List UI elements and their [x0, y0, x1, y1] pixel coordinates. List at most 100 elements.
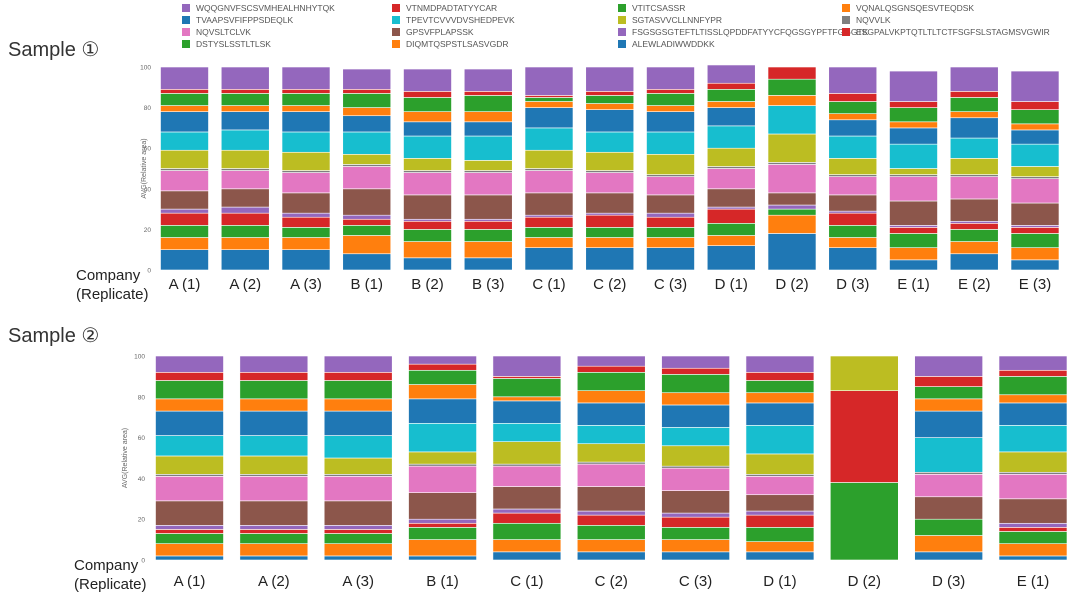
bar-stack-b-1 — [342, 68, 392, 271]
bar-segment-gpsvfplapssk — [160, 190, 209, 210]
bar-segment-gpsvfplapssk — [220, 188, 270, 208]
legend-label: TPEVTCVVVDVSHEDPEVK — [406, 15, 515, 25]
bar-segment-nqvsltclvk — [828, 176, 878, 196]
bar-segment-alewladiwwddkk — [828, 247, 878, 271]
bar-segment-sgtasvvcllnnfypr — [463, 160, 513, 171]
x-tick-label-a-1: A (1) — [169, 276, 201, 293]
legend-swatch — [842, 28, 850, 36]
bar-segment-alewladiwwddkk — [646, 247, 695, 271]
bar-segment-sgtasvvcllnnfypr — [745, 453, 815, 475]
bar-segment-nqvvlk — [646, 174, 695, 177]
legend-label: ALEWLADIWWDDKK — [632, 39, 715, 49]
x-tick-label-a-2: A (2) — [258, 573, 290, 590]
bar-segment-vtnmdpadtatyycar — [889, 101, 938, 108]
bar-segment-gpsvfplapssk — [342, 188, 392, 216]
bar-segment-nqvvlk — [492, 463, 562, 467]
bar-segment-vqnalqsgnsqesvteqdsk — [323, 398, 393, 412]
bar-stack-d-2 — [767, 66, 817, 271]
bar-segment-nqvsltclvk — [576, 463, 646, 487]
bar-segment-nqvvlk — [828, 174, 878, 177]
bar-segment-sgtasvvcllnnfypr — [281, 151, 331, 171]
bar-segment-sgtasvvcllnnfypr — [998, 451, 1068, 473]
bar-segment-sgtasvvcllnnfypr — [829, 355, 899, 391]
legend-label: VTNMDPADTATYYCAR — [406, 3, 497, 13]
bar-segment-diqmtqspstlsasvgdr — [828, 237, 878, 248]
bar-segment-nqvsltclvk — [160, 170, 209, 192]
bar-segment-esgpalvkptqtltltctfsgfslstagmsvgwir — [403, 220, 452, 230]
bar-segment-vqnalqsgnsqesvteqdsk — [914, 398, 983, 412]
sample-2-chart: Sample ② AVG(Relative area) 0 20 40 60 80 100 A … — [8, 325, 1068, 593]
x-tick-label-b-1: B (1) — [426, 573, 459, 590]
bar-segment-vtnmdpadtatyycar — [281, 89, 331, 94]
bar-segment-alewladiwwddkk — [463, 257, 513, 271]
legend-swatch — [618, 16, 626, 24]
bar-stack-d-1 — [745, 355, 815, 561]
bar-segment-esgpalvkptqtltltctfsgfslstagmsvgwir — [524, 216, 574, 228]
bar-segment-gpsvfplapssk — [576, 486, 646, 512]
bar-segment-diqmtqspstlsasvgdr — [492, 539, 562, 553]
bar-segment-gpsvfplapssk — [706, 188, 756, 208]
bar-segment-fsgsgsgteftltisslqpddfatyycfqgsgypftfgggtk — [828, 210, 878, 214]
bar-segment-esgpalvkptqtltltctfsgfslstagmsvgwir — [220, 212, 270, 226]
bar-segment-tpevtcvvvdvshedpevk — [706, 125, 756, 149]
bar-segment-alewladiwwddkk — [342, 253, 392, 271]
bar-stack-a-2 — [239, 355, 309, 561]
x-tick-label-b-2: B (2) — [411, 276, 444, 293]
bar-segment-dstyslsstltlsk — [403, 229, 452, 242]
bar-segment-sgtasvvcllnnfypr — [403, 158, 452, 171]
x-axis-label-line-2: (Replicate) — [74, 576, 147, 593]
bar-segment-dstyslsstltlsk — [342, 225, 392, 236]
bar-segment-nqvvlk — [408, 463, 477, 467]
bar-stack-b-2 — [403, 68, 452, 271]
bar-segment-sgtasvvcllnnfypr — [408, 451, 477, 465]
bar-segment-wqqgnvfscsvmhealhnhytqk — [239, 355, 309, 373]
bar-segment-diqmtqspstlsasvgdr — [220, 237, 270, 251]
bar-segment-esgpalvkptqtltltctfsgfslstagmsvgwir — [342, 218, 392, 226]
bar-segment-nqvvlk — [914, 471, 983, 475]
bar-segment-vtnmdpadtatyycar — [463, 91, 513, 96]
x-tick-label-b-1: B (1) — [350, 276, 383, 293]
x-tick-label-d-2: D (2) — [775, 276, 808, 293]
bar-segment-esgpalvkptqtltltctfsgfslstagmsvgwir — [828, 212, 878, 226]
x-tick-label-a-3: A (3) — [342, 573, 374, 590]
bar-segment-dstyslsstltlsk — [585, 227, 635, 238]
bar-segment-tvaapsvfifppsdeqlk — [220, 111, 270, 131]
bar-segment-diqmtqspstlsasvgdr — [767, 214, 817, 234]
bar-segment-vqnalqsgnsqesvteqdsk — [889, 121, 938, 129]
bar-segment-vqnalqsgnsqesvteqdsk — [155, 398, 224, 412]
bar-segment-diqmtqspstlsasvgdr — [889, 247, 938, 261]
bar-segment-diqmtqspstlsasvgdr — [661, 539, 730, 553]
bar-segment-tvaapsvfifppsdeqlk — [323, 410, 393, 436]
legend-item-esgpalvkptqtltltctfsgfslstagmsvgwir: ESGPALVKPTQTLTLTCTFSGFSLSTAGMSVGWIR — [842, 27, 1050, 37]
bar-segment-diqmtqspstlsasvgdr — [576, 539, 646, 553]
bar-segment-tpevtcvvvdvshedpevk — [949, 137, 999, 159]
y-tick-label-0: 0 — [141, 558, 145, 565]
bar-segment-vqnalqsgnsqesvteqdsk — [524, 101, 574, 108]
y-tick-label-100: 100 — [134, 354, 145, 361]
bar-segment-nqvsltclvk — [706, 168, 756, 190]
bar-segment-esgpalvkptqtltltctfsgfslstagmsvgwir — [160, 212, 209, 226]
bar-segment-tvaapsvfifppsdeqlk — [661, 404, 730, 428]
bar-segment-vtitcsassr — [646, 93, 695, 106]
legend-swatch — [182, 4, 190, 12]
legend-label: VQNALQSGNSQESVTEQDSK — [856, 3, 974, 13]
x-tick-label-d-3: D (3) — [932, 573, 965, 590]
bar-segment-nqvsltclvk — [403, 172, 452, 196]
bar-segment-vtitcsassr — [220, 93, 270, 106]
bar-segment-wqqgnvfscsvmhealhnhytqk — [155, 355, 224, 373]
bar-segment-nqvsltclvk — [342, 166, 392, 190]
legend-swatch — [618, 40, 626, 48]
bar-segment-wqqgnvfscsvmhealhnhytqk — [160, 66, 209, 90]
bar-segment-diqmtqspstlsasvgdr — [408, 539, 477, 557]
bar-segment-nqvsltclvk — [646, 176, 695, 196]
bar-segment-wqqgnvfscsvmhealhnhytqk — [585, 66, 635, 92]
bar-segment-nqvvlk — [706, 166, 756, 169]
bar-segment-vtnmdpadtatyycar — [998, 369, 1068, 377]
bar-segment-vtitcsassr — [463, 95, 513, 112]
bar-segment-wqqgnvfscsvmhealhnhytqk — [745, 355, 815, 373]
y-tick-label-0: 0 — [147, 268, 151, 275]
bar-segment-dstyslsstltlsk — [323, 533, 393, 544]
bar-segment-fsgsgsgteftltisslqpddfatyycfqgsgypftfgggtk — [408, 518, 477, 524]
bar-segment-sgtasvvcllnnfypr — [646, 153, 695, 175]
bar-segment-alewladiwwddkk — [239, 555, 309, 561]
